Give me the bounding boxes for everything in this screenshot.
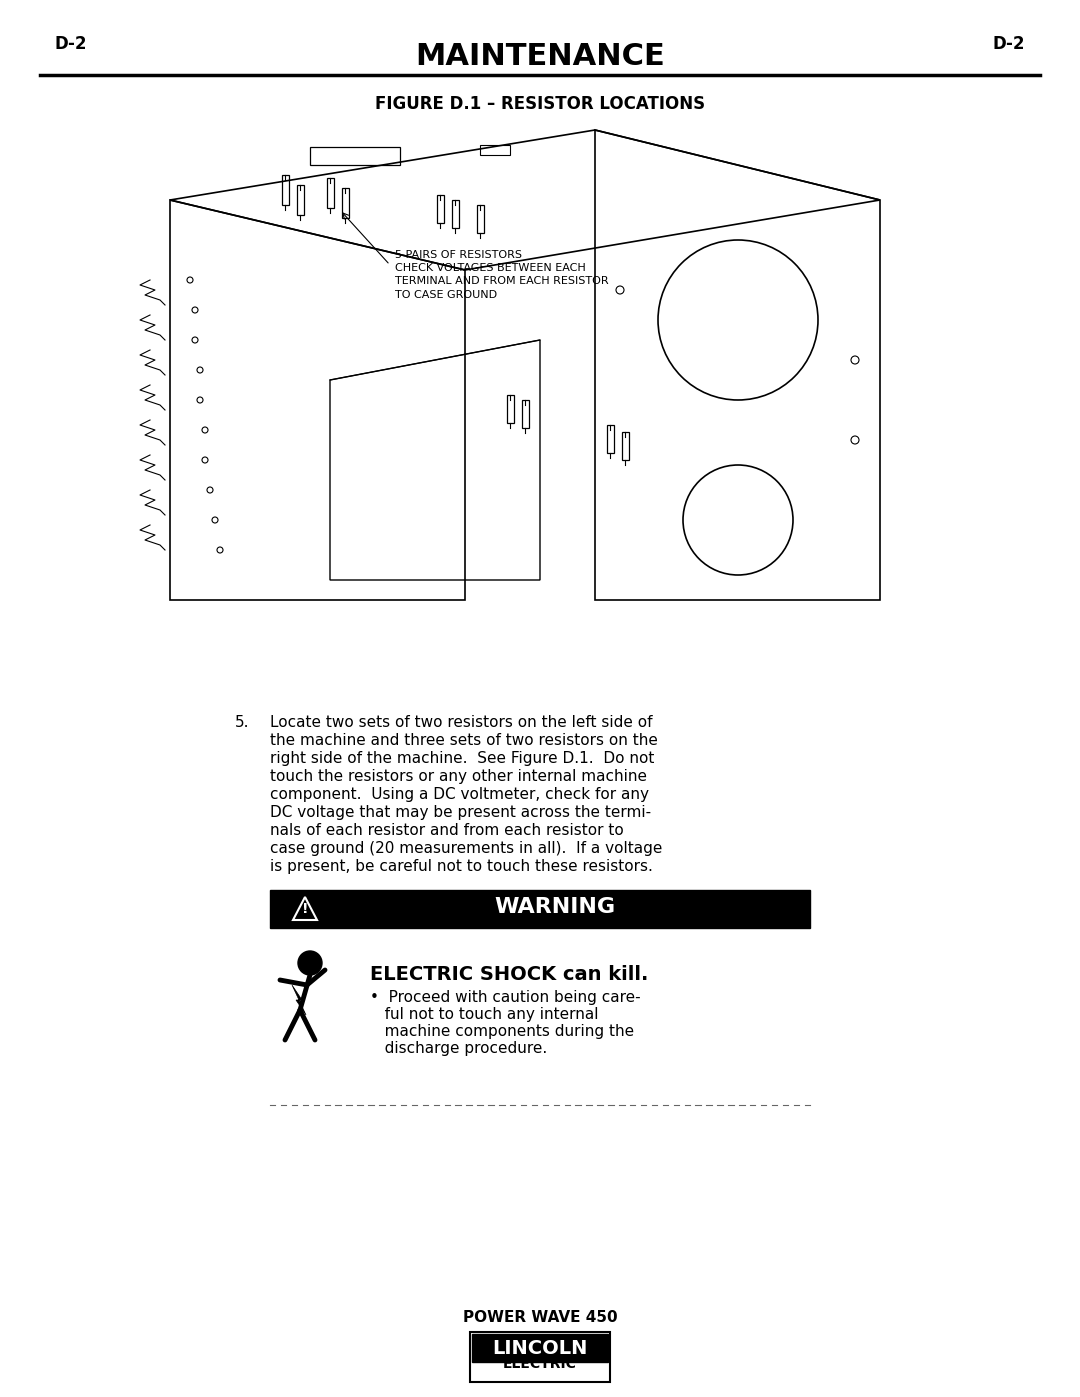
Text: nals of each resistor and from each resistor to: nals of each resistor and from each resi… xyxy=(270,823,624,838)
Text: ELECTRIC: ELECTRIC xyxy=(503,1356,577,1370)
Text: case ground (20 measurements in all).  If a voltage: case ground (20 measurements in all). If… xyxy=(270,841,662,856)
Bar xyxy=(327,177,334,208)
Text: touch the resistors or any other internal machine: touch the resistors or any other interna… xyxy=(270,768,647,784)
Bar xyxy=(437,196,444,224)
Text: D-2: D-2 xyxy=(993,35,1025,53)
FancyBboxPatch shape xyxy=(470,1331,610,1382)
FancyBboxPatch shape xyxy=(472,1334,608,1362)
Bar xyxy=(607,425,615,453)
Bar xyxy=(297,184,303,215)
Text: ®: ® xyxy=(590,1343,599,1354)
Text: Locate two sets of two resistors on the left side of: Locate two sets of two resistors on the … xyxy=(270,715,652,731)
Bar xyxy=(310,147,400,165)
Text: POWER WAVE 450: POWER WAVE 450 xyxy=(462,1310,618,1324)
Text: !: ! xyxy=(301,902,308,916)
Text: the machine and three sets of two resistors on the: the machine and three sets of two resist… xyxy=(270,733,658,747)
Text: WARNING: WARNING xyxy=(495,897,616,916)
Bar xyxy=(342,189,349,218)
Text: ELECTRIC SHOCK can kill.: ELECTRIC SHOCK can kill. xyxy=(370,965,648,983)
Text: 5 PAIRS OF RESISTORS
CHECK VOLTAGES BETWEEN EACH
TERMINAL AND FROM EACH RESISTOR: 5 PAIRS OF RESISTORS CHECK VOLTAGES BETW… xyxy=(395,250,609,299)
Text: MAINTENANCE: MAINTENANCE xyxy=(415,42,665,71)
Bar xyxy=(480,145,510,155)
Text: FIGURE D.1 – RESISTOR LOCATIONS: FIGURE D.1 – RESISTOR LOCATIONS xyxy=(375,95,705,113)
Text: ful not to touch any internal: ful not to touch any internal xyxy=(370,1007,598,1023)
Text: LINCOLN: LINCOLN xyxy=(492,1338,588,1358)
Bar xyxy=(507,395,514,423)
Text: machine components during the: machine components during the xyxy=(370,1024,634,1039)
FancyBboxPatch shape xyxy=(270,890,810,928)
Text: 5.: 5. xyxy=(235,715,249,731)
Text: right side of the machine.  See Figure D.1.  Do not: right side of the machine. See Figure D.… xyxy=(270,752,654,766)
Bar xyxy=(477,205,484,233)
Bar xyxy=(522,400,529,427)
Text: •  Proceed with caution being care-: • Proceed with caution being care- xyxy=(370,990,640,1004)
Bar xyxy=(453,200,459,228)
Text: DC voltage that may be present across the termi-: DC voltage that may be present across th… xyxy=(270,805,651,820)
Text: D-2: D-2 xyxy=(55,35,87,53)
Polygon shape xyxy=(292,985,306,1016)
Circle shape xyxy=(298,951,322,975)
Bar xyxy=(622,432,629,460)
Text: discharge procedure.: discharge procedure. xyxy=(370,1041,548,1056)
Text: component.  Using a DC voltmeter, check for any: component. Using a DC voltmeter, check f… xyxy=(270,787,649,802)
Text: is present, be careful not to touch these resistors.: is present, be careful not to touch thes… xyxy=(270,859,653,875)
Bar xyxy=(282,175,289,205)
